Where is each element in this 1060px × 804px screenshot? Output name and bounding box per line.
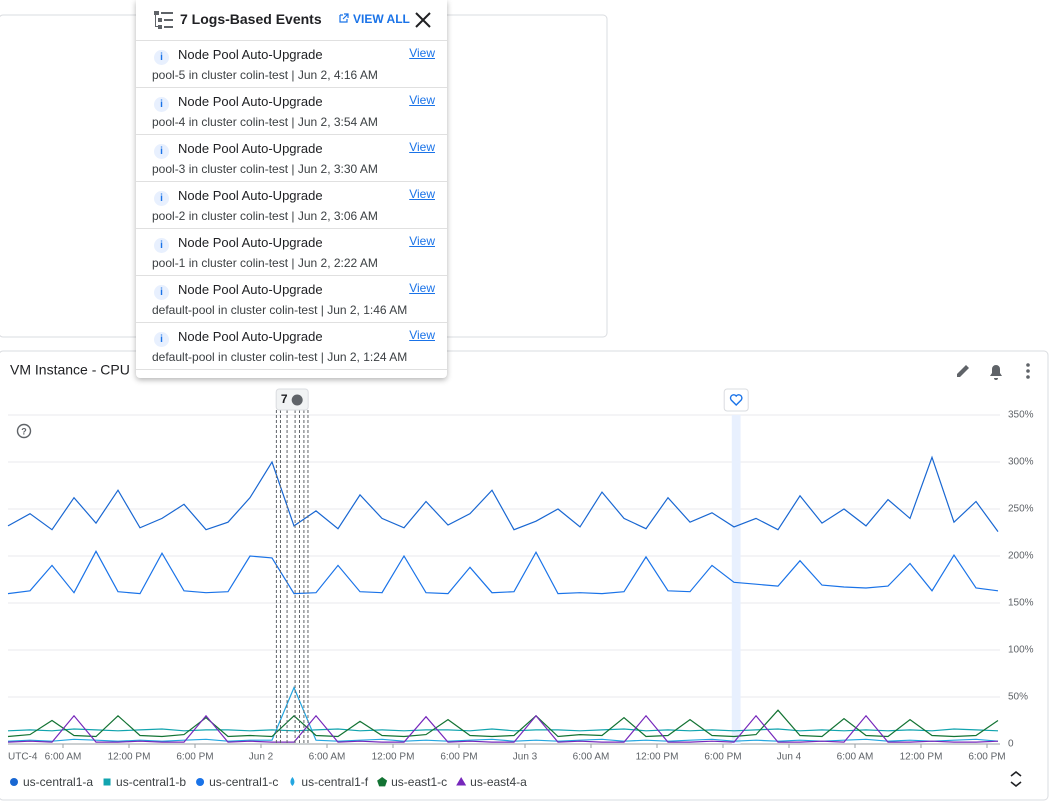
legend-marker [290,777,295,786]
x-tick-label: 6:00 AM [309,752,346,763]
legend-label: us-central1-b [116,775,186,789]
event-name: Node Pool Auto-Upgrade [178,282,323,297]
series-line [7,728,999,732]
x-tick-label: 12:00 PM [900,752,943,763]
event-name: Node Pool Auto-Upgrade [178,188,323,203]
info-dot [291,394,303,406]
heart-icon [729,394,743,406]
event-detail: pool-4 in cluster colin-test | Jun 2, 3:… [152,115,378,129]
external-icon [339,13,349,23]
info-icon: i [154,238,169,253]
view-link[interactable]: View [409,140,435,154]
y-tick-label: 0 [1008,739,1014,750]
x-tick-label: Jun 2 [249,752,274,763]
series-line [7,709,999,738]
legend-label: us-central1-f [301,775,368,789]
svg-text:?: ? [21,426,27,436]
event-item: i Node Pool Auto-Upgrade pool-3 in cluster… [136,135,447,182]
info-icon: i [154,191,169,206]
popup-header: 7 Logs-Based Events VIEW ALL [136,0,447,41]
y-tick-label: 300% [1008,457,1034,468]
list-icon [154,11,173,29]
x-tick-label: 12:00 PM [372,752,415,763]
event-item: i Node Pool Auto-Upgrade pool-1 in cluster… [136,229,447,276]
x-tick-label: 6:00 PM [440,752,477,763]
event-item: i Node Pool Auto-Upgrade pool-2 in cluster… [136,182,447,229]
info-icon: i [154,50,169,65]
info-icon: i [154,332,169,347]
y-tick-label: 250% [1008,504,1034,515]
event-detail: pool-1 in cluster colin-test | Jun 2, 2:… [152,256,378,270]
close-icon[interactable] [414,11,432,29]
x-tick-label: 6:00 AM [45,752,82,763]
view-link[interactable]: View [409,328,435,342]
legend-label: us-east1-c [391,775,447,789]
edit-icon[interactable] [957,365,969,377]
legend-marker [10,778,18,786]
legend-label: us-central1-c [209,775,278,789]
x-tick-label: Jun 3 [513,752,538,763]
event-name: Node Pool Auto-Upgrade [178,94,323,109]
series-line [7,686,999,742]
help-icon[interactable]: ? [16,423,32,439]
view-link[interactable]: View [409,187,435,201]
series-line [7,550,999,595]
event-detail: default-pool in cluster colin-test | Jun… [152,350,408,364]
x-tick-label: 6:00 AM [837,752,874,763]
more-icon[interactable] [1026,363,1030,379]
x-tick-label: 6:00 PM [968,752,1005,763]
x-tick-label: 6:00 PM [176,752,213,763]
event-name: Node Pool Auto-Upgrade [178,329,323,344]
legend-marker [103,778,111,786]
view-link[interactable]: View [409,234,435,248]
event-item: i Node Pool Auto-Upgrade default-pool in c… [136,276,447,323]
view-all[interactable]: VIEW ALL [339,12,410,26]
view-link[interactable]: View [409,46,435,60]
event-item: i Node Pool Auto-Upgrade pool-5 in cluster… [136,41,447,88]
events-popup: 7 Logs-Based Events VIEW ALL i Node Pool … [136,0,447,378]
series-line [7,455,999,532]
highlight-band [731,415,741,744]
legend-marker [456,777,467,786]
x-tick-label: 12:00 PM [108,752,151,763]
expand-icon[interactable] [1010,770,1022,788]
event-item: i Node Pool Auto-Upgrade default-pool in c… [136,323,447,370]
x-tick-label: 6:00 PM [704,752,741,763]
x-tick-label: 12:00 PM [636,752,679,763]
series-line [7,714,999,743]
legend-label: us-east4-a [470,775,527,789]
info-icon: i [154,144,169,159]
chart-card [0,350,1049,801]
x-tick-label: Jun 4 [777,752,802,763]
timezone-label: UTC-4 [8,752,38,763]
event-count: 7 [281,392,288,406]
alert-icon[interactable] [990,365,1002,380]
highlight-badge [723,388,749,412]
x-tick-label: 6:00 AM [573,752,610,763]
event-name: Node Pool Auto-Upgrade [178,47,323,62]
info-icon: i [154,285,169,300]
y-tick-label: 150% [1008,598,1034,609]
legend-marker [377,777,388,787]
popup-title: 7 Logs-Based Events [180,11,322,27]
event-detail: pool-2 in cluster colin-test | Jun 2, 3:… [152,209,378,223]
event-detail: default-pool in cluster colin-test | Jun… [152,303,408,317]
view-link[interactable]: View [409,93,435,107]
legend-marker [196,778,205,786]
y-tick-label: 350% [1008,410,1034,421]
y-tick-label: 100% [1008,645,1034,656]
legend-label: us-central1-a [23,775,93,789]
event-detail: pool-3 in cluster colin-test | Jun 2, 3:… [152,162,378,176]
event-name: Node Pool Auto-Upgrade [178,141,323,156]
y-tick-label: 50% [1008,692,1028,703]
event-item: i Node Pool Auto-Upgrade pool-4 in cluster… [136,88,447,135]
event-name: Node Pool Auto-Upgrade [178,235,323,250]
view-link[interactable]: View [409,281,435,295]
event-detail: pool-5 in cluster colin-test | Jun 2, 4:… [152,68,378,82]
info-icon: i [154,97,169,112]
y-tick-label: 200% [1008,551,1034,562]
view-all-label: VIEW ALL [353,12,410,26]
chart-title: VM Instance - CPU [10,362,130,378]
